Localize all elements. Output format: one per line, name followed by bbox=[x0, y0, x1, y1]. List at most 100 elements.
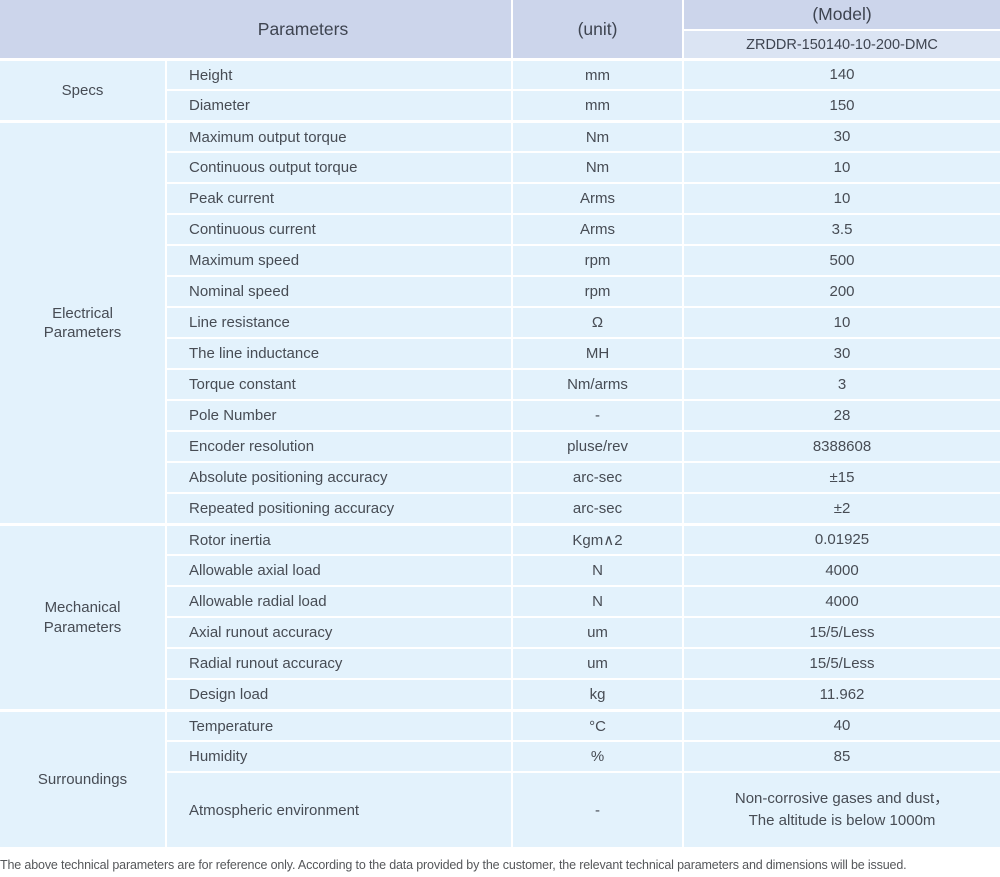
param-name-cell: Pole Number bbox=[165, 401, 512, 432]
value-cell: 200 bbox=[682, 277, 1000, 308]
reference-note: The above technical parameters are for r… bbox=[0, 858, 907, 872]
value-cell: 3 bbox=[682, 370, 1000, 401]
value-cell: 15/5/Less bbox=[682, 618, 1000, 649]
unit-cell: Ω bbox=[511, 308, 683, 339]
param-name-cell: Nominal speed bbox=[165, 277, 512, 308]
value-cell: 85 bbox=[682, 742, 1000, 773]
unit-cell: arc-sec bbox=[511, 463, 683, 494]
value-cell: 11.962 bbox=[682, 680, 1000, 711]
value-cell: 140 bbox=[682, 60, 1000, 91]
unit-cell: N bbox=[511, 587, 683, 618]
param-name-cell: Maximum output torque bbox=[165, 122, 512, 153]
table-row: Design load kg 11.962 bbox=[0, 680, 1000, 711]
unit-cell: °C bbox=[511, 711, 683, 742]
param-name-cell: Axial runout accuracy bbox=[165, 618, 512, 649]
param-name-cell: Absolute positioning accuracy bbox=[165, 463, 512, 494]
unit-cell: - bbox=[511, 773, 683, 849]
value-cell: ±2 bbox=[682, 494, 1000, 525]
value-cell: 10 bbox=[682, 184, 1000, 215]
table-row: Diameter mm 150 bbox=[0, 91, 1000, 122]
table-row: Peak current Arms 10 bbox=[0, 184, 1000, 215]
unit-cell: Kgm∧2 bbox=[511, 525, 683, 556]
unit-cell: mm bbox=[511, 91, 683, 122]
header-model-number: ZRDDR-150140-10-200-DMC bbox=[682, 31, 1000, 60]
table-row: Humidity % 85 bbox=[0, 742, 1000, 773]
unit-cell: arc-sec bbox=[511, 494, 683, 525]
table-row: Continuous current Arms 3.5 bbox=[0, 215, 1000, 246]
unit-cell: pluse/rev bbox=[511, 432, 683, 463]
param-name-cell: Torque constant bbox=[165, 370, 512, 401]
header-parameters: Parameters bbox=[0, 0, 512, 60]
value-cell: 150 bbox=[682, 91, 1000, 122]
header-row: Parameters (unit) (Model) bbox=[0, 0, 1000, 60]
unit-cell: - bbox=[511, 401, 683, 432]
param-name-cell: Rotor inertia bbox=[165, 525, 512, 556]
unit-cell: Nm bbox=[511, 153, 683, 184]
table-row: Mechanical Parameters Rotor inertia Kgm∧… bbox=[0, 525, 1000, 711]
param-name-cell: Continuous current bbox=[165, 215, 512, 246]
param-name-cell: Maximum speed bbox=[165, 246, 512, 277]
spec-table: Parameters (unit) (Model) ZRDDR-150140-1… bbox=[0, 0, 1000, 849]
table-row: Maximum speed rpm 500 bbox=[0, 246, 1000, 277]
table-row: Line resistance Ω 10 bbox=[0, 308, 1000, 339]
unit-cell: kg bbox=[511, 680, 683, 711]
category-cell-specs: Specs bbox=[0, 60, 165, 122]
value-cell: 40 bbox=[682, 711, 1000, 742]
value-cell: 8388608 bbox=[682, 432, 1000, 463]
value-cell: 10 bbox=[682, 153, 1000, 184]
table-row: Atmospheric environment - Non-corrosive … bbox=[0, 773, 1000, 849]
value-cell: 3.5 bbox=[682, 215, 1000, 246]
param-name-cell: Diameter bbox=[165, 91, 512, 122]
unit-cell: % bbox=[511, 742, 683, 773]
param-name-cell: Peak current bbox=[165, 184, 512, 215]
value-cell: 28 bbox=[682, 401, 1000, 432]
param-name-cell: Repeated positioning accuracy bbox=[165, 494, 512, 525]
table-row: Absolute positioning accuracy arc-sec ±1… bbox=[0, 463, 1000, 494]
table-row: Surroundings Temperature °C 40 bbox=[0, 711, 1000, 849]
param-name-cell: Allowable axial load bbox=[165, 556, 512, 587]
value-cell: ±15 bbox=[682, 463, 1000, 494]
table-row: Repeated positioning accuracy arc-sec ±2 bbox=[0, 494, 1000, 525]
table-row: Continuous output torque Nm 10 bbox=[0, 153, 1000, 184]
table-row: Allowable axial load N 4000 bbox=[0, 556, 1000, 587]
value-cell: 30 bbox=[682, 122, 1000, 153]
category-cell-mechanical: Mechanical Parameters bbox=[0, 525, 165, 711]
param-name-cell: Temperature bbox=[165, 711, 512, 742]
param-name-cell: Encoder resolution bbox=[165, 432, 512, 463]
unit-cell: Nm bbox=[511, 122, 683, 153]
unit-cell: rpm bbox=[511, 246, 683, 277]
param-name-cell: Continuous output torque bbox=[165, 153, 512, 184]
unit-cell: N bbox=[511, 556, 683, 587]
value-cell: Non-corrosive gases and dust， The altitu… bbox=[682, 773, 1000, 849]
value-cell: 500 bbox=[682, 246, 1000, 277]
table-row: Electrical Parameters Maximum output tor… bbox=[0, 122, 1000, 525]
unit-cell: um bbox=[511, 618, 683, 649]
unit-cell: Arms bbox=[511, 184, 683, 215]
param-name-cell: Atmospheric environment bbox=[165, 773, 512, 849]
category-cell-surroundings: Surroundings bbox=[0, 711, 165, 849]
unit-cell: rpm bbox=[511, 277, 683, 308]
header-unit: (unit) bbox=[511, 0, 683, 60]
table-row: Radial runout accuracy um 15/5/Less bbox=[0, 649, 1000, 680]
param-name-cell: Allowable radial load bbox=[165, 587, 512, 618]
table-row: Pole Number - 28 bbox=[0, 401, 1000, 432]
param-name-cell: Line resistance bbox=[165, 308, 512, 339]
param-name-cell: Radial runout accuracy bbox=[165, 649, 512, 680]
table-row: Axial runout accuracy um 15/5/Less bbox=[0, 618, 1000, 649]
param-name-cell: Design load bbox=[165, 680, 512, 711]
param-name-cell: The line inductance bbox=[165, 339, 512, 370]
value-cell: 4000 bbox=[682, 587, 1000, 618]
value-cell: 30 bbox=[682, 339, 1000, 370]
value-cell: 0.01925 bbox=[682, 525, 1000, 556]
table-row: Encoder resolution pluse/rev 8388608 bbox=[0, 432, 1000, 463]
unit-cell: MH bbox=[511, 339, 683, 370]
param-name-cell: Humidity bbox=[165, 742, 512, 773]
param-name-cell: Height bbox=[165, 60, 512, 91]
unit-cell: mm bbox=[511, 60, 683, 91]
unit-cell: Arms bbox=[511, 215, 683, 246]
value-cell: 10 bbox=[682, 308, 1000, 339]
value-cell: 15/5/Less bbox=[682, 649, 1000, 680]
table-row: Specs Height mm 140 bbox=[0, 60, 1000, 122]
value-cell: 4000 bbox=[682, 556, 1000, 587]
category-cell-electrical: Electrical Parameters bbox=[0, 122, 165, 525]
